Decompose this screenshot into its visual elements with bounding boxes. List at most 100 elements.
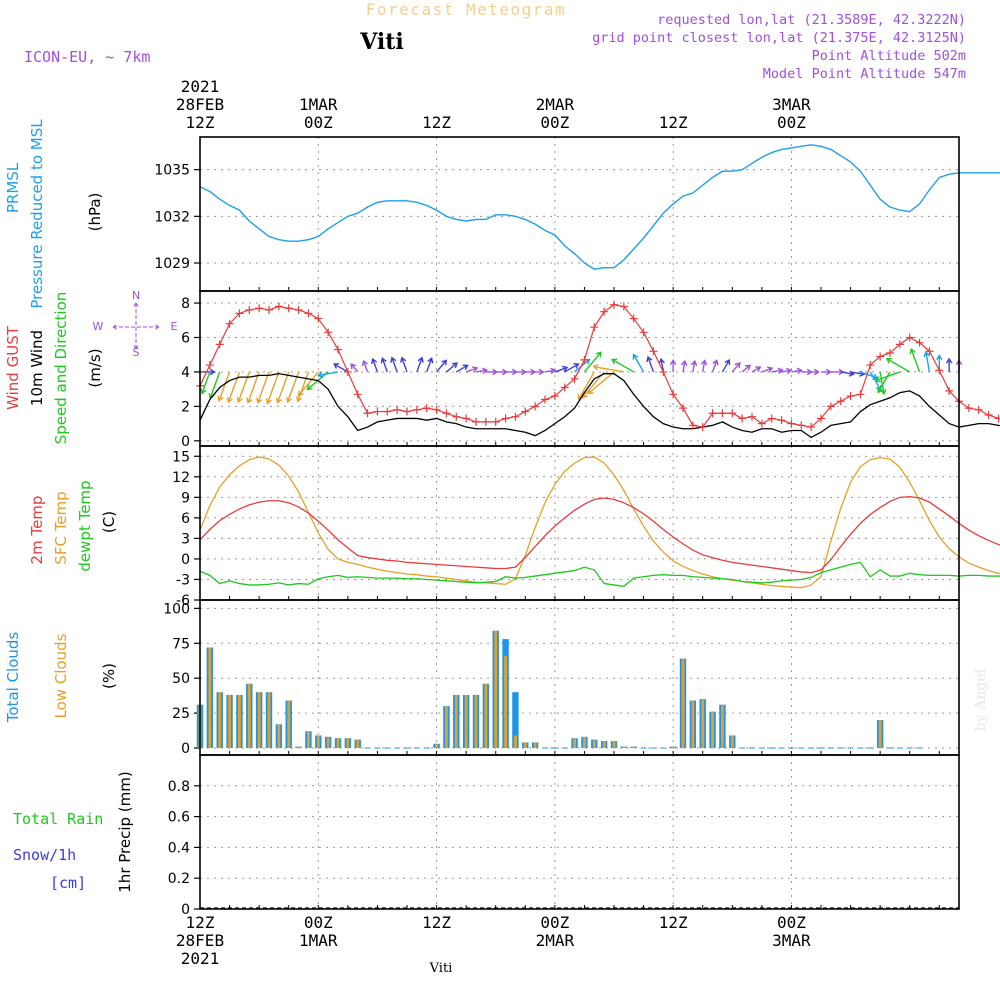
wind-arrow-shaft [436,359,447,373]
wind-gust-marker [797,421,806,430]
wind-arrow-shaft [583,351,602,373]
wind-arrow-head [246,397,253,404]
ytick-label: 50 [172,671,190,687]
wind-arrow-shaft [791,369,802,373]
wind-arrow-head [755,366,762,372]
ylabel: (%) [100,663,118,689]
wind-gust-marker [432,405,441,414]
cloud-low-bar [681,658,685,749]
wind-gust-marker [462,414,471,423]
pressure-line [199,144,1000,270]
wind-gust-marker [984,411,993,419]
ytick-label: 6 [181,331,190,347]
wind-arrow-shaft [350,363,359,373]
wind-arrow-shaft [761,367,773,373]
compass-n: N [132,289,140,302]
wind-arrow [297,371,319,397]
wind-arrow-head [306,384,313,391]
wind-gust-marker [304,309,313,318]
wind-arrow-head [877,387,884,394]
wind-arrow-shaft [381,358,388,373]
wind-gust-marker [718,409,727,418]
wind-gust-marker [531,402,540,411]
wind-arrow-shaft [276,371,290,403]
wind-arrow [400,356,408,373]
cloud-low-bar [454,694,458,749]
wind-gust-marker [679,404,687,413]
wind-arrow-shaft [391,357,398,373]
wind-gust-marker [945,386,954,395]
wind-arrow-shaft [860,371,878,379]
bottom-time-label: 00Z [304,913,333,932]
wind-arrow [455,364,469,373]
wind-gust-marker [708,409,717,418]
wind-arrow [544,367,557,375]
top-time-label: 00Z [304,113,333,132]
panel-clouds: 0 25 50 75 100 Total Clouds Low Clouds (%) [4,600,959,757]
ylabel: Wind GUST [4,325,22,410]
wind-arrow-shaft [554,366,568,373]
wind-arrow-shaft [692,361,696,373]
ytick-label: 1029 [154,256,190,272]
wind-arrow-shaft [416,357,423,373]
cloud-low-bar [336,738,340,749]
wind-gust-marker [570,374,579,383]
gridpoint-location: grid point closest lon,lat (21.375E, 42.… [592,30,966,46]
wind-arrow-shaft [475,369,487,373]
wind-arrow-head [217,395,224,402]
ytick-label: 0.2 [168,871,190,887]
wind-gust-marker [738,414,747,423]
t2m-line [199,495,1000,574]
wind-gust-marker [255,304,264,313]
wind-gust-marker [511,412,520,421]
cloud-low-bar [632,746,636,749]
wind-arrow-head [200,388,207,395]
wind-gust-marker [491,417,500,426]
wind-arrow-head [256,397,263,404]
top-time-label: 3MAR [772,95,811,114]
wind-gust-marker [383,407,392,416]
panel-precip: 0 0.2 0.4 0.6 0.8 1hr Precip (mm) Total Rain Sn… [13,755,959,918]
wind-arrow [333,363,349,373]
wind-arrow-shaft [840,371,854,375]
wind-arrow-shaft [751,366,761,373]
cloud-low-bar [484,683,488,749]
wind-arrow-shaft [297,371,310,402]
wind-arrow-head [226,396,233,404]
ylabel: SFC Temp [52,491,70,564]
wind-arrow-shaft [544,369,556,373]
wind-arrow-shaft [741,364,751,373]
wind-arrow [296,371,310,403]
dewpt-line [199,561,1000,587]
wind-arrow [226,371,241,404]
panel-border [199,136,960,292]
wind-arrow-shaft [218,371,231,401]
wind-arrow [525,368,537,376]
snow-label: Snow/1h [13,846,76,864]
snow-unit-label: [cm] [50,874,86,892]
wind-arrow-head [734,362,741,369]
ytick-label: 100 [163,601,190,617]
wind-arrow-shaft [593,365,624,373]
wind-gust-marker [659,367,668,376]
wind-gust-marker [866,361,875,370]
wind-arrow-head [562,365,569,372]
bottom-time-label: 2MAR [536,931,575,950]
ytick-label: 8 [181,296,190,312]
wind-arrow-head [417,356,424,363]
ylabel: Speed and Direction [52,292,70,445]
panel-border [199,599,960,756]
wind-gust-marker [649,347,658,356]
wind-arrow [200,371,211,395]
wind-arrow [721,358,731,373]
watermark: by Angel [973,668,989,731]
cloud-low-bar [878,720,882,749]
wind-gust-marker [757,419,766,428]
ytick-label: 12 [172,470,190,486]
wind-gust-marker [639,328,648,337]
cloud-low-bar [583,736,586,749]
wind-arrow-head [646,355,653,363]
